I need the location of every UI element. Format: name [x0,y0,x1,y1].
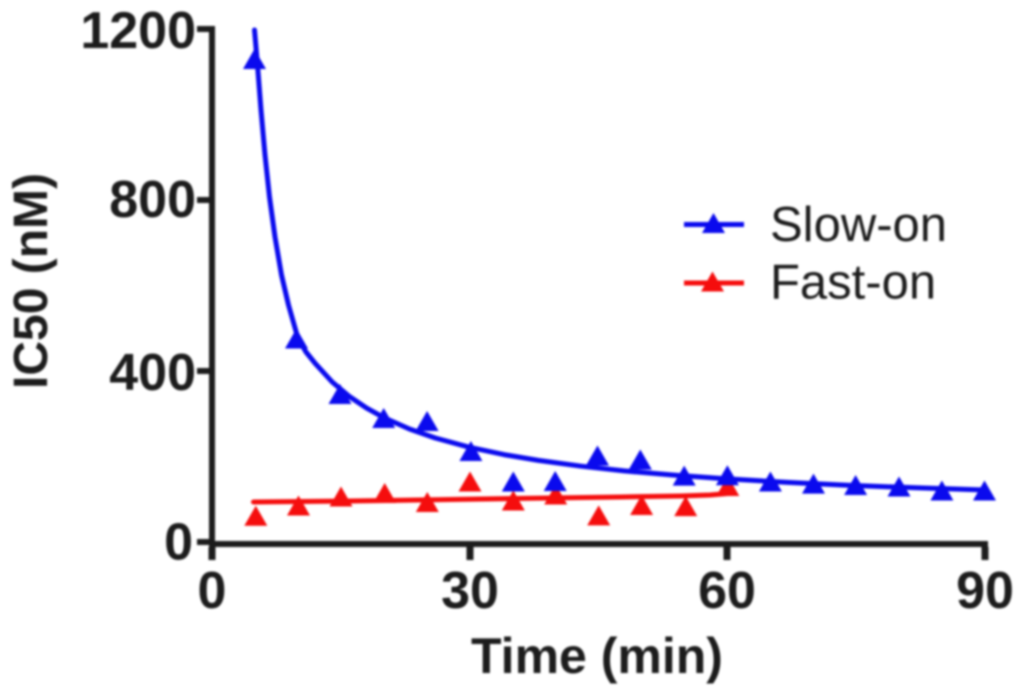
svg-text:0: 0 [164,514,193,572]
svg-text:90: 90 [956,562,1014,620]
svg-text:Time (min): Time (min) [471,628,723,684]
svg-text:60: 60 [698,562,756,620]
svg-text:1200: 1200 [80,2,196,60]
svg-text:800: 800 [109,171,196,229]
svg-text:0: 0 [198,562,227,620]
svg-text:400: 400 [109,344,196,402]
svg-text:Slow-on: Slow-on [770,198,947,252]
svg-text:30: 30 [441,562,499,620]
svg-text:Fast-on: Fast-on [770,256,936,310]
svg-text:IC50 (nM): IC50 (nM) [5,173,58,389]
